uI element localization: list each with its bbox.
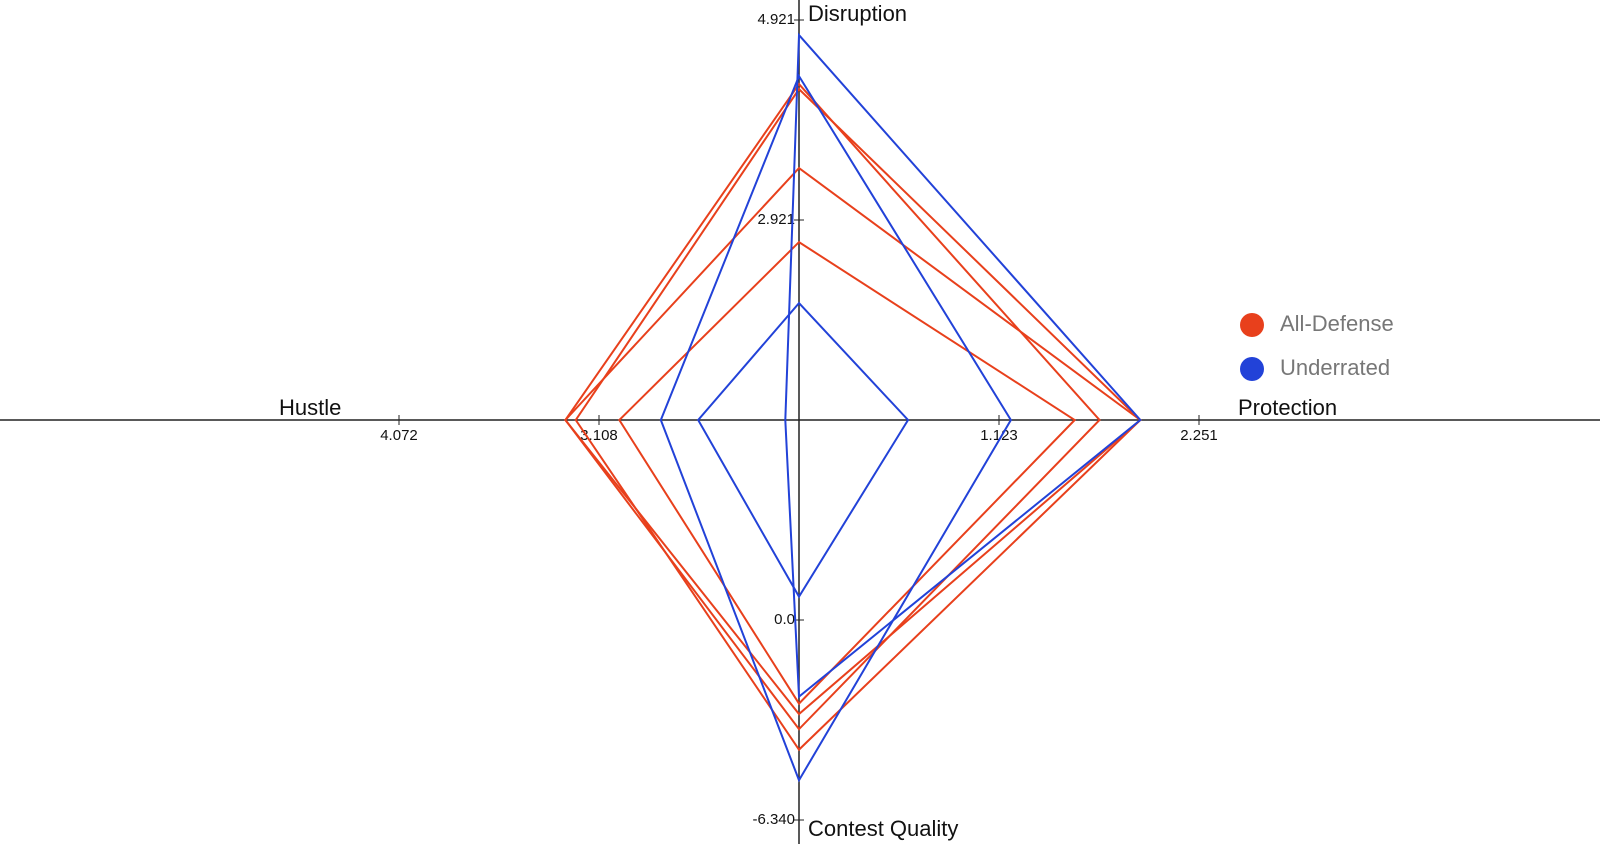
- tick-label: -6.340: [752, 811, 795, 828]
- tick-label: 4.921: [757, 11, 795, 28]
- tick-label: 2.251: [1180, 427, 1218, 444]
- tick-label: 0.0: [774, 611, 795, 628]
- legend-label: All-Defense: [1280, 311, 1394, 336]
- axis-name: Hustle: [279, 395, 341, 420]
- radar-polygon: [574, 87, 1142, 752]
- legend-label: Underrated: [1280, 355, 1390, 380]
- radar-polygon: [618, 240, 1077, 706]
- radar-polygon: [564, 166, 1142, 716]
- axis-name: Disruption: [808, 1, 907, 26]
- tick-label: 1.123: [980, 427, 1018, 444]
- tick-label: 2.921: [757, 211, 795, 228]
- radar-polygon: [696, 301, 910, 599]
- radar-polygon: [564, 82, 1101, 731]
- radar-polygon: [659, 73, 1013, 783]
- legend-marker: [1240, 357, 1264, 381]
- tick-label: 4.072: [380, 427, 418, 444]
- radar-polygon: [784, 32, 1142, 699]
- legend-marker: [1240, 313, 1264, 337]
- axis-name: Protection: [1238, 395, 1337, 420]
- axis-name: Contest Quality: [808, 816, 958, 841]
